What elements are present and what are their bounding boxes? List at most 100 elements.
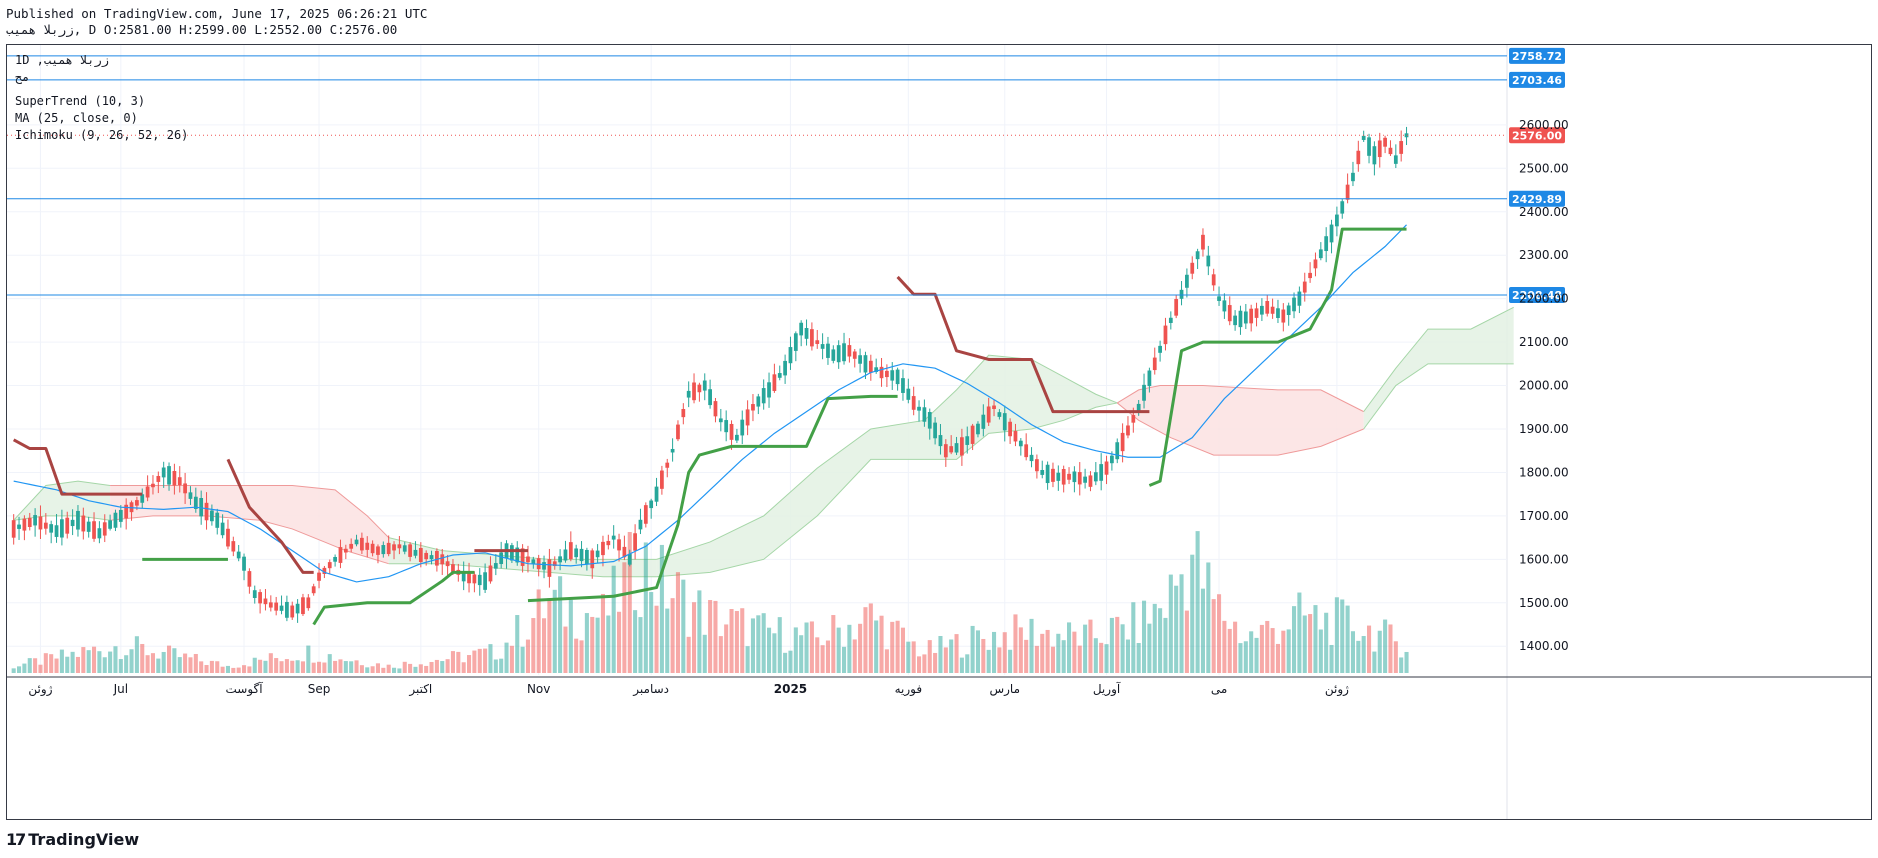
volume-bar bbox=[231, 667, 236, 673]
volume-bar bbox=[65, 656, 70, 673]
volume-bar bbox=[836, 627, 841, 673]
volume-bar bbox=[649, 592, 654, 673]
candle-body bbox=[301, 597, 305, 615]
volume-bar bbox=[1104, 644, 1109, 673]
volume-bar bbox=[225, 665, 230, 673]
candle-body bbox=[1168, 317, 1173, 323]
volume-bar bbox=[1083, 624, 1088, 673]
candle-body bbox=[1383, 137, 1387, 147]
volume-bar bbox=[584, 613, 589, 673]
candle-body bbox=[735, 434, 739, 441]
volume-bar bbox=[1340, 599, 1345, 673]
candle-body bbox=[949, 446, 954, 453]
candle-body bbox=[606, 540, 611, 546]
candle-body bbox=[686, 390, 691, 398]
volume-bar bbox=[1125, 639, 1130, 673]
candle-body bbox=[1324, 236, 1329, 252]
volume-bar bbox=[1067, 622, 1072, 673]
candle-body bbox=[713, 401, 718, 417]
candle-body bbox=[1120, 432, 1125, 452]
price-chart[interactable]: 2758.72 2703.46 2429.89 2208.48 2576.00 1400.… bbox=[7, 45, 1871, 819]
volume-bar bbox=[681, 579, 686, 673]
candle-body bbox=[370, 543, 375, 554]
volume-bar bbox=[450, 651, 455, 673]
volume-bar bbox=[402, 661, 407, 673]
volume-bar bbox=[665, 608, 670, 673]
candle-body bbox=[161, 467, 166, 478]
candle-body bbox=[552, 561, 557, 567]
volume-bar bbox=[906, 641, 911, 673]
candle-body bbox=[777, 373, 782, 378]
candle-body bbox=[124, 504, 129, 519]
candle-body bbox=[842, 343, 846, 362]
level-price-label-bg bbox=[1509, 190, 1565, 207]
chart-frame[interactable]: 2758.72 2703.46 2429.89 2208.48 2576.00 1400.… bbox=[6, 44, 1872, 820]
candle-body bbox=[86, 521, 91, 532]
volume-bar bbox=[129, 649, 134, 673]
legend-ma[interactable]: MA (25, close, 0) bbox=[15, 111, 138, 125]
volume-bar bbox=[734, 611, 739, 673]
volume-bar bbox=[1254, 637, 1259, 673]
volume-bar bbox=[643, 542, 648, 673]
candle-body bbox=[467, 572, 471, 584]
volume-bar bbox=[509, 645, 514, 673]
candle-body bbox=[1281, 309, 1286, 323]
volume-bar bbox=[750, 618, 755, 673]
volume-bar bbox=[311, 662, 316, 673]
volume-bar bbox=[338, 659, 343, 673]
volume-bar bbox=[1404, 651, 1409, 673]
volume-bar bbox=[542, 618, 547, 673]
tradingview-logo[interactable]: 17 TradingView bbox=[6, 830, 139, 849]
volume-bar bbox=[654, 605, 659, 673]
volume-bar bbox=[949, 639, 954, 673]
candle-body bbox=[113, 512, 118, 528]
legend-symbol[interactable]: 1D ,زربلا همیب bbox=[15, 53, 109, 67]
ichimoku-span-b bbox=[1363, 363, 1514, 430]
volume-bar bbox=[938, 636, 943, 673]
volume-bar bbox=[1120, 624, 1125, 673]
candle-body bbox=[601, 541, 605, 556]
candle-body bbox=[27, 517, 32, 527]
candle-body bbox=[568, 542, 573, 560]
candle-body bbox=[976, 423, 980, 435]
candle-body bbox=[965, 436, 970, 445]
legend-ichimoku[interactable]: Ichimoku (9, 26, 52, 26) bbox=[15, 128, 189, 142]
volume-bar bbox=[92, 646, 97, 673]
volume-bar bbox=[81, 647, 86, 673]
candle-body bbox=[1265, 301, 1270, 314]
candle-body bbox=[1356, 150, 1361, 165]
candle-body bbox=[836, 345, 841, 363]
candle-body bbox=[740, 419, 745, 436]
volume-bar bbox=[113, 646, 118, 673]
candle-body bbox=[1136, 403, 1141, 411]
volume-bar bbox=[161, 651, 166, 673]
legend-supertrend[interactable]: SuperTrend (10, 3) bbox=[15, 94, 146, 108]
candle-body bbox=[1238, 310, 1243, 328]
volume-bar bbox=[343, 661, 348, 673]
volume-bar bbox=[809, 621, 814, 673]
candle-body bbox=[1040, 469, 1045, 475]
candle-body bbox=[617, 539, 621, 551]
volume-bar bbox=[134, 636, 139, 673]
volume-bar bbox=[858, 623, 863, 673]
volume-bar bbox=[713, 600, 718, 673]
candle-body bbox=[1260, 305, 1264, 315]
volume-bar bbox=[917, 656, 922, 673]
volume-bar bbox=[429, 661, 434, 673]
volume-bar bbox=[375, 663, 380, 673]
volume-bar bbox=[1286, 629, 1291, 673]
candle-body bbox=[1061, 469, 1066, 485]
candle-body bbox=[1318, 249, 1323, 259]
candle-body bbox=[585, 549, 589, 565]
volume-bar bbox=[788, 650, 793, 673]
candle-body bbox=[386, 542, 391, 555]
candle-body bbox=[451, 564, 455, 572]
candle-body bbox=[788, 347, 793, 364]
volume-bar bbox=[590, 616, 595, 673]
candle-body bbox=[322, 567, 327, 574]
candle-body bbox=[22, 518, 27, 531]
volume-bar bbox=[847, 624, 852, 673]
volume-bar bbox=[1002, 632, 1007, 673]
candle-body bbox=[1018, 440, 1023, 447]
candle-body bbox=[943, 444, 948, 458]
